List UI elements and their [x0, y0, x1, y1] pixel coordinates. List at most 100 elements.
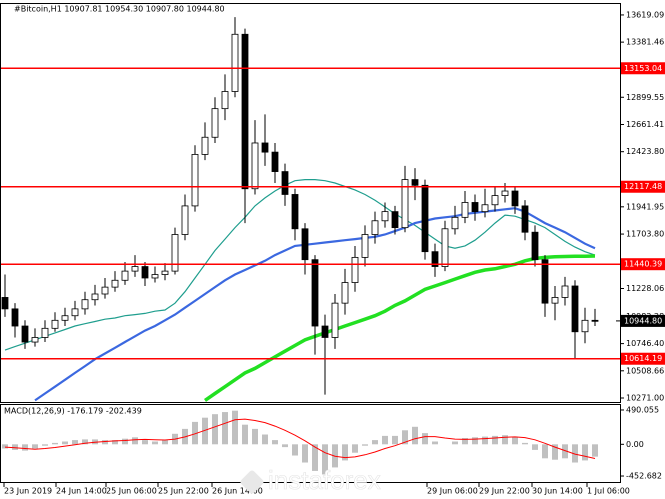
macd-bar [322, 444, 328, 475]
candle-body [351, 256, 359, 283]
macd-bar [282, 444, 288, 448]
candle-body [551, 297, 559, 304]
macd-bar [372, 440, 378, 445]
candle-body [521, 205, 529, 233]
macd-bar [492, 435, 498, 445]
macd-bar [342, 444, 348, 461]
macd-bar [62, 441, 68, 445]
candle-body [171, 234, 179, 272]
macd-bar [162, 440, 168, 445]
macd-bar [222, 412, 228, 445]
x-tick-label: 29 Jun 06:00 [427, 487, 478, 496]
candle-body [131, 266, 139, 272]
candle-body [161, 270, 169, 275]
macd-bar [142, 440, 148, 445]
macd-bar [82, 439, 88, 445]
macd-title: MACD(12,26,9) -176.179 -202.439 [4, 407, 142, 416]
candle-body [101, 286, 109, 295]
candle-body [501, 190, 509, 197]
candle-body [441, 228, 449, 267]
macd-bar [362, 444, 368, 446]
macd-bar [502, 435, 508, 445]
macd-signal [4, 418, 596, 459]
watermark-icon [240, 470, 264, 494]
x-tick-label: 1 Jul 06:00 [587, 487, 630, 496]
x-tick-label: 24 Jun 14:00 [56, 487, 107, 496]
candle-body [181, 205, 189, 235]
candle-body [221, 91, 229, 110]
macd-bar [512, 437, 518, 445]
candle-body [471, 202, 479, 213]
main-frame [0, 3, 621, 403]
macd-bar [202, 417, 208, 445]
candle-body [91, 293, 99, 301]
symbol-header: #Bitcoin,H1 10907.81 10954.30 10907.80 1… [14, 5, 225, 14]
candle-body [111, 279, 119, 288]
macd-bar [302, 444, 308, 463]
candle-body [561, 285, 569, 298]
macd-bar [102, 440, 108, 445]
macd-bar [522, 442, 528, 445]
y-tick-label: 11941.95 [626, 202, 664, 211]
macd-bar [132, 437, 138, 445]
level-label: 13153.04 [624, 64, 662, 73]
macd-bar [232, 410, 238, 445]
macd-bar [462, 438, 468, 445]
candle-body [201, 136, 209, 155]
y-tick-label: 12899.55 [626, 93, 664, 102]
candle-body [361, 234, 369, 258]
candle-body [491, 195, 499, 206]
macd-bar [582, 444, 588, 461]
macd-bar [292, 444, 298, 456]
candle-body [511, 190, 519, 207]
candle-body [41, 327, 49, 338]
candle-body [411, 179, 419, 186]
candle-body [581, 319, 589, 333]
candle-body [21, 325, 29, 343]
candle-body [141, 266, 149, 279]
macd-bar [42, 444, 48, 446]
macd-bar [112, 440, 118, 445]
macd-bar [402, 430, 408, 445]
macd-bar [392, 435, 398, 445]
x-tick-label: 25 Jun 06:00 [106, 487, 157, 496]
candle-body [31, 337, 39, 343]
y-tick-label: 10746.40 [626, 339, 664, 348]
candle-body [461, 202, 469, 218]
y-tick-label: 0.00 [626, 440, 644, 449]
y-tick-label: 12661.41 [626, 120, 664, 129]
y-tick-label: 11228.06 [626, 284, 664, 293]
candle-body [121, 270, 129, 281]
candle-body [251, 142, 259, 190]
macd-bar [482, 436, 488, 445]
level-label-box [621, 180, 665, 193]
y-tick-label: 12423.80 [626, 147, 664, 156]
candle-body [191, 154, 199, 207]
macd-bar [312, 444, 318, 471]
candle-body [61, 315, 69, 321]
candle-body [241, 33, 249, 190]
moving-average [4, 179, 596, 351]
candle-body [271, 151, 279, 172]
macd-bar [152, 441, 158, 445]
moving-average [34, 207, 596, 402]
macd-frame [0, 404, 621, 483]
candle-body [51, 319, 59, 329]
macd-bar [432, 441, 438, 445]
macd-bar [382, 435, 388, 445]
y-tick-label: 13381.46 [626, 38, 664, 47]
x-tick-label: 29 Jun 22:00 [479, 487, 530, 496]
candle-body [311, 259, 319, 327]
candle-body [151, 274, 159, 279]
watermark-text: instaforex [268, 465, 381, 495]
macd-bar [212, 414, 218, 445]
candle-body [211, 108, 219, 138]
candle-body [381, 211, 389, 222]
x-tick-label: 23 Jun 2019 [4, 487, 52, 496]
y-tick-label: 13619.09 [626, 10, 664, 19]
macd-bar [422, 433, 428, 445]
candle-body [531, 231, 539, 261]
current-price-label: 10944.80 [624, 316, 662, 325]
macd-bar [242, 424, 248, 445]
